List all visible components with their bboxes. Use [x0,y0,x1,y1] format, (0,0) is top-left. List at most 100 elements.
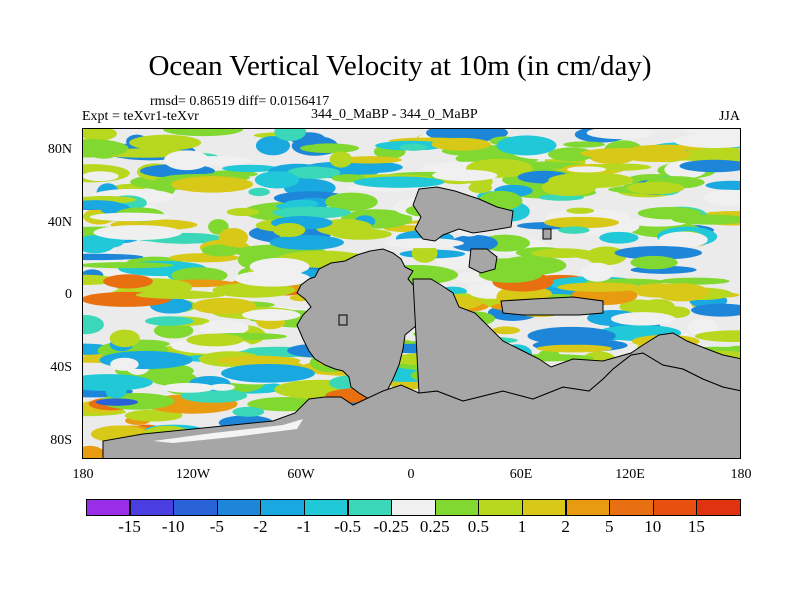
field-blob [337,156,403,164]
field-blob [83,171,119,182]
y-tick-80s: 80S [50,433,72,448]
y-tick-40s: 40S [50,360,72,375]
field-blob [637,206,702,220]
field-blob [234,270,311,287]
plot-title: Ocean Vertical Velocity at 10m (in cm/da… [148,50,652,82]
field-blob [527,326,616,345]
field-blob [124,409,183,422]
x-tick-0: 0 [407,467,415,482]
colorbar-box [347,499,392,516]
y-tick-0: 0 [65,287,72,302]
colorbar-label: -2 [253,517,268,536]
field-blob [468,182,493,194]
field-blob [248,187,270,197]
colorbar-box [696,499,741,516]
colorbar-label: -5 [209,517,224,536]
field-blob [586,129,655,140]
colorbar-label: -0.5 [334,517,362,536]
field-blob [353,176,445,188]
field-blob [679,159,740,173]
field-blob [217,355,301,366]
field-blob [272,223,306,238]
field-blob [330,228,392,240]
field-blob [163,150,210,171]
field-blob [325,192,378,212]
colorbar-label: -15 [118,517,141,536]
field-blob [145,316,194,326]
map-plot [82,128,741,459]
field-blob [694,330,740,343]
field-blob [544,216,620,229]
field-blob [254,171,300,189]
field-blob [531,248,594,258]
field-blob [226,207,260,216]
land-americas [296,248,422,400]
field-blob [272,206,352,219]
field-blob [431,137,491,151]
field-blob [163,129,244,137]
field-blob [563,141,606,148]
y-tick-40n: 40N [47,215,72,230]
field-blob [255,136,291,156]
field-blob [547,147,595,162]
colorbar-box [129,499,174,516]
land-asia-east [468,248,498,274]
field-blob [614,246,703,260]
field-blob [109,329,140,348]
field-blob [599,231,639,244]
field-blob [541,178,597,197]
y-tick-80n: 80N [47,142,72,157]
field-blob [399,143,428,151]
field-blob [450,234,498,252]
field-blob [411,243,438,263]
field-blob [691,303,740,317]
field-blob [478,265,543,283]
colorbar-box [260,499,305,516]
colorbar-box [391,499,436,516]
field-blob [192,297,257,315]
field-blob [432,169,498,182]
colorbar-label: 0.25 [419,517,450,536]
x-tick-60e: 60E [509,467,533,482]
field-blob [129,134,202,151]
x-tick-120w: 120W [175,467,211,482]
field-blob [83,315,104,335]
colorbar-label: 1 [517,517,527,536]
field-blob [186,333,244,347]
field-blob [673,133,740,149]
colorbar-label: 0.5 [467,517,490,536]
field-blob [171,267,228,284]
field-blob [627,181,685,195]
field-blob [557,282,641,292]
field-blob [536,344,613,353]
case-label: 344_0_MaBP - 344_0_MaBP [311,107,478,122]
field-blob [242,309,301,321]
field-blob [103,274,153,289]
field-blob [89,212,171,222]
colorbar-box [434,499,480,516]
field-blob [654,283,709,302]
land-indonesia [500,296,604,316]
field-blob [83,139,129,158]
field-blob [329,151,353,168]
experiment-label: Expt = teXvr1-teXvr [82,109,199,124]
field-blob [222,164,279,173]
field-blob [83,129,117,141]
field-blob [343,161,403,173]
field-blob [171,176,254,193]
colorbar-label: 2 [561,517,570,536]
colorbar-box [173,499,218,516]
field-blob [161,382,215,393]
field-blob [201,244,241,257]
land-small-2 [542,228,552,240]
field-blob [300,143,360,154]
colorbar [86,499,741,516]
field-blob [269,235,344,250]
field-blob [566,207,595,214]
field-blob [630,255,678,270]
stats-text: rmsd= 0.86519 diff= 0.0156417 [150,94,330,109]
field-blob [135,290,225,299]
field-blob [581,262,614,282]
field-blob [83,374,153,392]
colorbar-box [521,499,567,516]
